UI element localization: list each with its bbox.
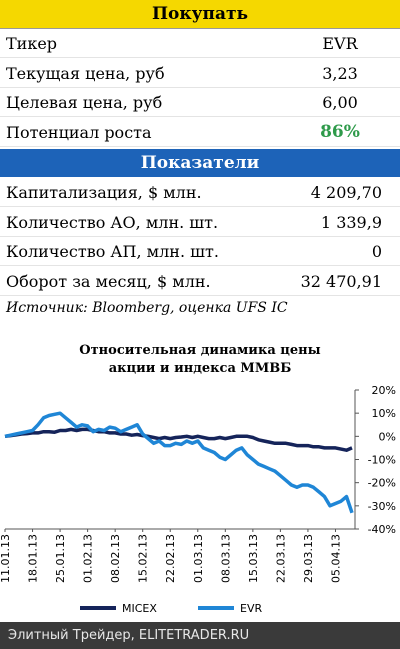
row-value: 32 470,91 xyxy=(300,271,382,291)
footer: Элитный Трейдер, ELITETRADER.RU xyxy=(0,622,400,649)
row-value: 86% xyxy=(320,121,360,142)
y-tick-label: 10% xyxy=(372,407,396,420)
row-value: 4 209,70 xyxy=(310,183,382,202)
x-tick-label: 05.04.13 xyxy=(329,534,342,583)
x-tick-label: 25.01.13 xyxy=(54,534,67,583)
y-tick-label: -40% xyxy=(368,523,396,536)
chart: 20% 10% 0% -10% -20% -30% -40% 11.01.13 18.01.13… xyxy=(0,384,396,615)
x-tick-label: 29.03.13 xyxy=(302,534,315,583)
y-tick-label: 0% xyxy=(379,430,396,443)
y-tick-label: -10% xyxy=(368,454,396,467)
table-row: Потенциал роста 86% xyxy=(0,118,400,147)
x-tick-label: 08.03.13 xyxy=(219,534,232,583)
table-row: Оборот за месяц, $ млн. 32 470,91 xyxy=(0,267,400,296)
row-label: Тикер xyxy=(6,34,58,53)
x-tick-label: 18.01.13 xyxy=(27,534,40,583)
y-tick-label: -30% xyxy=(368,500,396,513)
table-row: Количество АП, млн. шт. 0 xyxy=(0,237,400,266)
x-tick-label: 22.03.13 xyxy=(274,534,287,583)
series-line xyxy=(4,427,353,452)
table-row: Целевая цена, руб 6,00 xyxy=(0,88,400,117)
series-line xyxy=(4,411,354,514)
row-label: Капитализация, $ млн. xyxy=(6,183,202,202)
row-label: Потенциал роста xyxy=(6,122,152,142)
table-row: Тикер EVR xyxy=(0,29,400,58)
x-tick-label: 01.02.13 xyxy=(82,534,95,583)
x-tick-label: 11.01.13 xyxy=(0,534,12,583)
legend-label: EVR xyxy=(240,602,262,615)
row-label: Количество АП, млн. шт. xyxy=(6,242,219,261)
table-row: Текущая цена, руб 3,23 xyxy=(0,59,400,88)
x-tick-label: 22.02.13 xyxy=(164,534,177,583)
row-label: Оборот за месяц, $ млн. xyxy=(6,271,211,291)
row-label: Количество АО, млн. шт. xyxy=(6,212,219,232)
row-value: EVR xyxy=(322,34,358,53)
buy-header: Покупать xyxy=(0,0,400,29)
chart-title: Относительная динамика цены акции и инде… xyxy=(79,343,321,376)
x-tick-label: 01.03.13 xyxy=(192,534,205,583)
row-value: 3,23 xyxy=(322,63,358,83)
row-label: Целевая цена, руб xyxy=(6,93,163,112)
table-row: Количество АО, млн. шт. 1 339,9 xyxy=(0,208,400,237)
row-label: Текущая цена, руб xyxy=(6,63,165,83)
table-row: Капитализация, $ млн. 4 209,70 xyxy=(0,178,400,207)
legend-label: MICEX xyxy=(122,602,157,615)
row-value: 6,00 xyxy=(322,93,358,112)
row-value: 0 xyxy=(371,242,382,261)
x-tick-label: 15.03.13 xyxy=(247,534,260,583)
row-value: 1 339,9 xyxy=(320,212,382,232)
y-tick-label: 20% xyxy=(372,384,396,397)
x-tick-label: 15.02.13 xyxy=(137,534,150,583)
x-tick-label: 08.02.13 xyxy=(109,534,122,583)
indicators-header: Показатели xyxy=(0,149,400,177)
y-tick-label: -20% xyxy=(368,477,396,490)
source: Источник: Bloomberg, оценка UFS IC xyxy=(6,300,288,316)
